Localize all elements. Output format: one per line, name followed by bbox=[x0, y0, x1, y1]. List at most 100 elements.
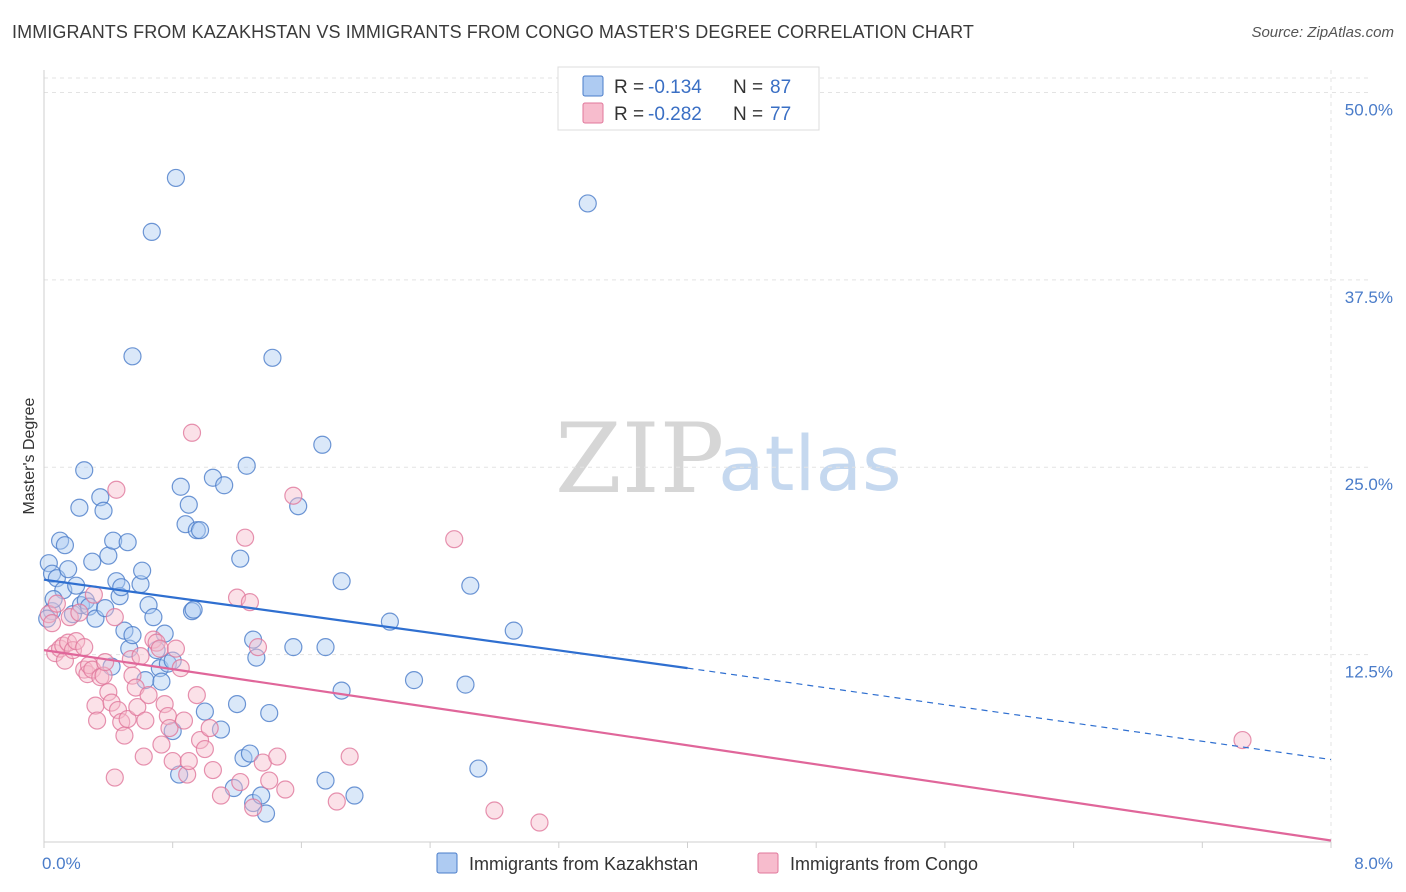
data-point-congo bbox=[248, 638, 268, 657]
data-point-congo bbox=[84, 585, 103, 604]
stats-n-label: N = bbox=[733, 104, 763, 125]
data-point-congo bbox=[155, 694, 174, 714]
data-point-kazakhstan bbox=[332, 572, 351, 591]
stats-n-label: N = bbox=[733, 77, 763, 98]
legend-swatch-congo bbox=[757, 852, 779, 874]
legend: Immigrants from Kazakhstan Immigrants fro… bbox=[436, 852, 978, 874]
source-label: Source: ZipAtlas.com bbox=[1251, 24, 1394, 41]
data-point-congo bbox=[118, 709, 137, 729]
data-point-kazakhstan bbox=[316, 638, 335, 657]
gridlines bbox=[44, 70, 1368, 842]
data-point-congo bbox=[42, 614, 62, 633]
data-point-congo bbox=[136, 711, 155, 730]
data-point-congo bbox=[200, 718, 219, 738]
legend-swatch-kazakhstan bbox=[436, 852, 458, 874]
data-point-kazakhstan bbox=[215, 476, 234, 495]
data-point-congo bbox=[115, 726, 134, 745]
data-point-congo bbox=[47, 594, 66, 613]
data-point-kazakhstan bbox=[461, 576, 480, 595]
data-point-congo bbox=[171, 659, 190, 678]
data-point-congo bbox=[123, 666, 142, 685]
data-point-kazakhstan bbox=[263, 348, 282, 367]
data-point-kazakhstan bbox=[284, 638, 303, 657]
data-point-kazakhstan bbox=[195, 702, 214, 721]
data-point-congo bbox=[166, 639, 186, 658]
data-point-congo bbox=[139, 685, 158, 705]
legend-label-kazakhstan: Immigrants from Kazakhstan bbox=[469, 854, 698, 874]
y-tick-label: 37.5% bbox=[1345, 288, 1393, 307]
data-point-kazakhstan bbox=[166, 168, 186, 188]
data-point-kazakhstan bbox=[404, 671, 424, 690]
x-tick-labels: 0.0% 8.0% bbox=[42, 854, 1393, 873]
data-point-congo bbox=[150, 639, 169, 658]
data-point-kazakhstan bbox=[332, 681, 351, 700]
data-point-congo bbox=[178, 765, 197, 784]
data-point-congo bbox=[327, 792, 346, 811]
y-tick-labels: 12.5% 25.0% 37.5% 50.0% bbox=[1345, 100, 1393, 681]
data-point-congo bbox=[134, 747, 153, 766]
watermark-zip: ZIP bbox=[555, 403, 724, 515]
data-point-kazakhstan bbox=[104, 531, 123, 550]
data-point-kazakhstan bbox=[133, 561, 152, 580]
stats-r-value: -0.134 bbox=[648, 77, 702, 98]
data-point-congo bbox=[86, 696, 105, 715]
data-point-congo bbox=[160, 718, 179, 738]
stats-box: R = -0.134 N = 87 R = -0.282 N = 77 bbox=[557, 66, 820, 131]
data-point-congo bbox=[1233, 730, 1252, 750]
data-point-kazakhstan bbox=[75, 461, 94, 480]
data-point-congo bbox=[260, 771, 279, 790]
watermark: ZIP atlas bbox=[555, 403, 902, 515]
stats-swatch-congo bbox=[582, 102, 604, 124]
data-point-kazakhstan bbox=[83, 552, 102, 571]
trend-line-kazakhstan bbox=[43, 578, 688, 670]
stats-r-value: -0.282 bbox=[648, 104, 702, 125]
trend-lines bbox=[43, 578, 1332, 842]
data-point-congo bbox=[152, 735, 171, 754]
data-point-congo bbox=[107, 480, 126, 499]
data-point-kazakhstan bbox=[179, 495, 198, 514]
data-point-congo bbox=[105, 768, 124, 787]
watermark-atlas: atlas bbox=[718, 419, 902, 508]
data-point-kazakhstan bbox=[123, 347, 142, 366]
stats-swatch-kazakhstan bbox=[582, 75, 604, 97]
stats-n-value: 87 bbox=[770, 77, 791, 98]
data-point-congo bbox=[530, 813, 549, 832]
data-point-congo bbox=[179, 751, 198, 771]
data-point-congo bbox=[268, 747, 287, 766]
data-point-congo bbox=[70, 603, 89, 622]
data-point-congo bbox=[187, 685, 206, 705]
data-point-congo bbox=[102, 693, 121, 712]
data-point-congo bbox=[94, 666, 113, 685]
data-point-kazakhstan bbox=[456, 675, 475, 694]
data-point-kazakhstan bbox=[231, 549, 250, 568]
data-point-congo bbox=[276, 780, 295, 799]
data-point-congo bbox=[340, 747, 359, 766]
trend-line-extension-kazakhstan bbox=[687, 667, 1332, 761]
data-point-congo bbox=[445, 530, 464, 549]
y-tick-label: 25.0% bbox=[1345, 475, 1393, 494]
data-point-congo bbox=[211, 786, 231, 805]
data-point-kazakhstan bbox=[184, 600, 203, 619]
trend-line-congo bbox=[43, 649, 1332, 842]
data-point-kazakhstan bbox=[289, 497, 308, 516]
data-point-kazakhstan bbox=[237, 456, 256, 475]
data-point-kazakhstan bbox=[313, 435, 332, 454]
data-point-kazakhstan bbox=[112, 578, 131, 597]
y-tick-label: 50.0% bbox=[1345, 100, 1393, 119]
data-point-congo bbox=[485, 801, 504, 820]
data-point-kazakhstan bbox=[144, 608, 163, 627]
data-point-congo bbox=[131, 647, 150, 666]
data-point-kazakhstan bbox=[70, 498, 89, 517]
data-point-kazakhstan bbox=[142, 222, 161, 241]
data-point-congo bbox=[195, 739, 214, 759]
y-axis-label: Master's Degree bbox=[21, 397, 38, 514]
data-point-kazakhstan bbox=[59, 560, 78, 579]
data-point-congo bbox=[190, 730, 210, 750]
x-tick-label: 8.0% bbox=[1354, 854, 1393, 873]
data-point-kazakhstan bbox=[55, 536, 75, 555]
data-point-kazakhstan bbox=[139, 596, 158, 615]
data-point-kazakhstan bbox=[39, 554, 58, 573]
chart-title: IMMIGRANTS FROM KAZAKHSTAN VS IMMIGRANTS… bbox=[12, 22, 974, 42]
data-point-kazakhstan bbox=[190, 521, 210, 540]
